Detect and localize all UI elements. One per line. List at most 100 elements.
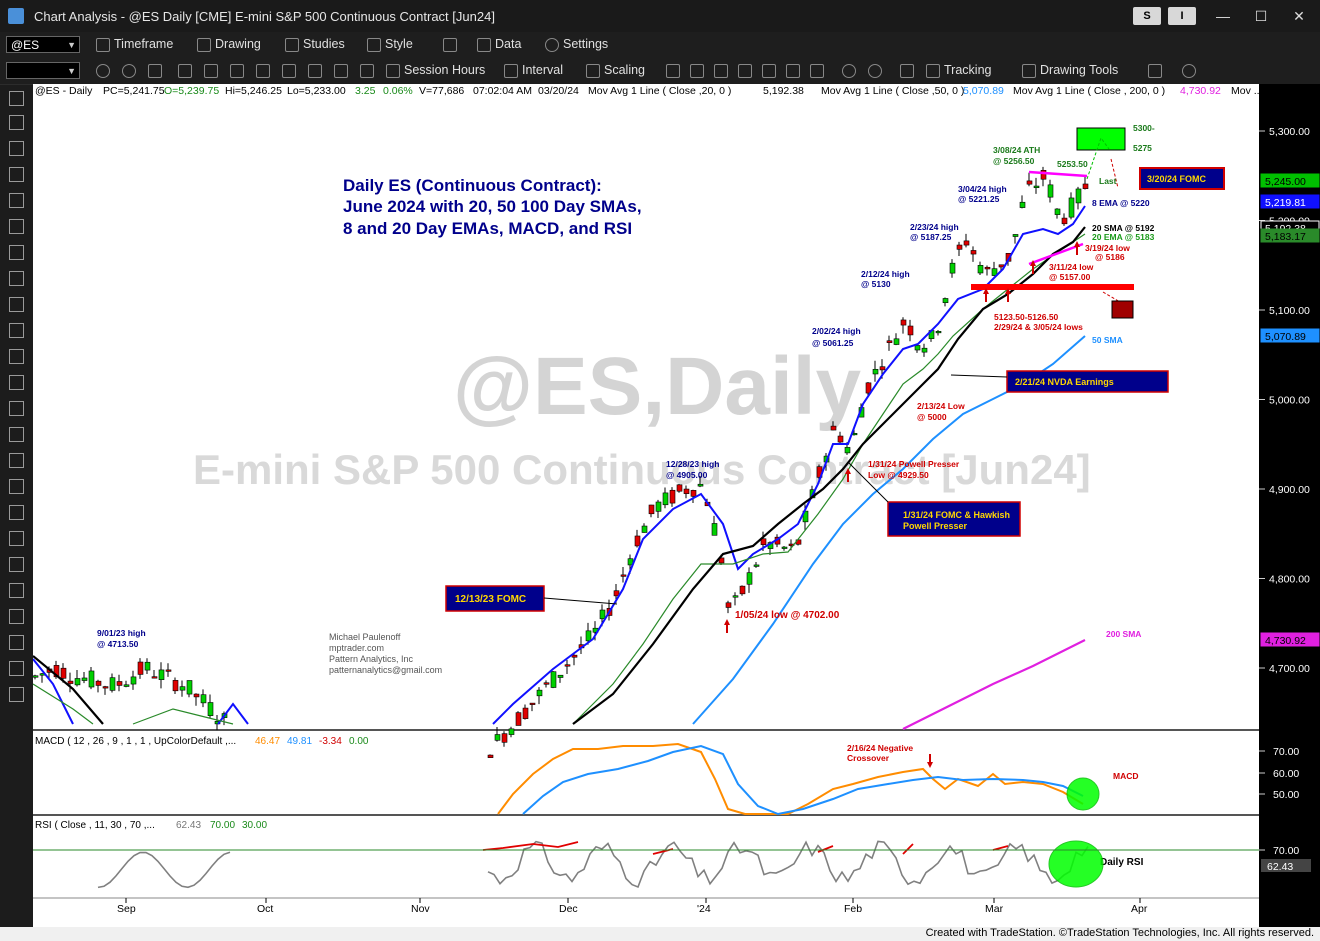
candle-body [942, 298, 949, 304]
price-candles [32, 166, 1089, 758]
layout-icon[interactable] [443, 38, 457, 52]
arrow-icon[interactable] [9, 505, 24, 520]
bars-icon[interactable] [282, 64, 296, 78]
percent-icon[interactable] [9, 323, 24, 338]
timeframe-menu[interactable]: Timeframe [114, 37, 174, 51]
macd-tick-label: 60.00 [1273, 768, 1299, 780]
candle-style-icon[interactable] [690, 64, 704, 78]
arrow-0311 [1030, 260, 1036, 274]
dot-style-icon[interactable] [786, 64, 800, 78]
trendline-icon[interactable] [9, 141, 24, 156]
search-icon[interactable] [178, 64, 192, 78]
i-button[interactable]: I [1168, 7, 1196, 25]
support-break-path [1102, 291, 1121, 303]
arrow-down-icon[interactable] [9, 479, 24, 494]
candle-body [200, 694, 207, 704]
candle-body [88, 670, 95, 688]
magnet-icon[interactable] [9, 687, 24, 702]
drawing-sidebar [0, 85, 34, 928]
refresh-icon[interactable] [122, 64, 136, 78]
speed-lines-icon[interactable] [9, 349, 24, 364]
grid-icon[interactable] [230, 64, 244, 78]
sma200-line [902, 639, 1086, 730]
info-ma200-value: 4,730.92 [1180, 85, 1221, 97]
pencil-icon[interactable] [9, 661, 24, 676]
interval-combo[interactable]: ▼ [6, 62, 80, 79]
candle-body [690, 490, 697, 497]
minimize-icon[interactable]: — [1216, 8, 1230, 24]
label-l0319: 3/19/24 low [1085, 243, 1130, 253]
author-site: mptrader.com [329, 643, 384, 653]
link-icon[interactable] [96, 64, 110, 78]
candle-body [648, 504, 655, 515]
histogram-icon[interactable] [810, 64, 824, 78]
channel-icon[interactable] [9, 219, 24, 234]
time-axis: Sep Oct Nov Dec '24 Feb Mar Apr [117, 898, 1148, 915]
bar-style-icon[interactable] [666, 64, 680, 78]
drawing-menu[interactable]: Drawing [215, 37, 261, 51]
line-style-icon[interactable] [738, 64, 752, 78]
options-icon[interactable] [334, 64, 348, 78]
style-menu[interactable]: Style [385, 37, 413, 51]
scaling-icon [586, 64, 600, 78]
regression-icon[interactable] [9, 297, 24, 312]
tracking-menu[interactable]: Tracking [944, 63, 992, 77]
zoom-in-icon[interactable] [842, 64, 856, 78]
settings-menu[interactable]: Settings [563, 37, 609, 51]
headline-line2: June 2024 with 20, 50 100 Day SMAs, [343, 197, 642, 216]
gann-icon[interactable] [9, 271, 24, 286]
text-icon[interactable] [308, 64, 322, 78]
candle-body [753, 564, 760, 567]
triangle-icon[interactable] [9, 583, 24, 598]
workspace-icon[interactable] [256, 64, 270, 78]
studies-menu[interactable]: Studies [303, 37, 345, 51]
s-button[interactable]: S [1133, 7, 1161, 25]
target-path [1086, 136, 1110, 180]
scaling-menu[interactable]: Scaling [604, 63, 645, 77]
crosshair-icon[interactable] [9, 115, 24, 130]
candle-body [1033, 185, 1040, 189]
cycle-icon[interactable] [9, 401, 24, 416]
zoom-out-icon[interactable] [868, 64, 882, 78]
symbol-input[interactable]: @ES ▼ [6, 36, 80, 53]
candle-body [872, 368, 879, 375]
cursor-icon[interactable] [9, 91, 24, 106]
area-style-icon[interactable] [762, 64, 776, 78]
arrow-macd-cross [927, 754, 933, 768]
hollow-candle-icon[interactable] [714, 64, 728, 78]
price-tick-label: 5,100.00 [1269, 305, 1310, 317]
ellipse-icon[interactable] [9, 531, 24, 546]
window-icon[interactable] [148, 64, 162, 78]
horizontal-line-icon[interactable] [9, 167, 24, 182]
arrow-0319 [1074, 241, 1080, 255]
chart-area[interactable]: @ES,Daily E-mini S&P 500 Continuous Cont… [32, 84, 1320, 927]
candle-body [501, 733, 508, 743]
author-email: patternanalytics@gmail.com [329, 665, 442, 675]
maximize-icon[interactable]: ☐ [1254, 8, 1268, 24]
text-tool-icon[interactable] [9, 609, 24, 624]
data-window-icon[interactable] [900, 64, 914, 78]
rectangle-icon[interactable] [9, 557, 24, 572]
chat-icon[interactable] [1182, 64, 1196, 78]
chain-icon[interactable] [360, 64, 374, 78]
interval-menu[interactable]: Interval [522, 63, 563, 77]
vertical-line-icon[interactable] [9, 193, 24, 208]
data-menu[interactable]: Data [495, 37, 522, 51]
session-hours-icon [386, 64, 400, 78]
fomc-0320-label: 3/20/24 FOMC [1147, 174, 1207, 184]
info-time: 07:02:04 AM [473, 85, 532, 97]
eraser-icon[interactable] [9, 635, 24, 650]
arrow-up-icon[interactable] [9, 453, 24, 468]
andrews-icon[interactable] [9, 375, 24, 390]
fibonacci-icon[interactable] [9, 245, 24, 260]
session-hours-menu[interactable]: Session Hours [404, 63, 486, 77]
drawing-tools-menu[interactable]: Drawing Tools [1040, 63, 1119, 77]
time-zones-icon[interactable] [9, 427, 24, 442]
rsi-overbought-segments [482, 841, 1009, 855]
symbol-list-icon[interactable] [204, 64, 218, 78]
candle-body [1075, 188, 1082, 204]
close-icon[interactable]: ✕ [1293, 8, 1305, 24]
label-l0311-val: @ 5157.00 [1049, 272, 1091, 282]
support-zone-bar [971, 284, 1134, 290]
export-icon[interactable] [1148, 64, 1162, 78]
